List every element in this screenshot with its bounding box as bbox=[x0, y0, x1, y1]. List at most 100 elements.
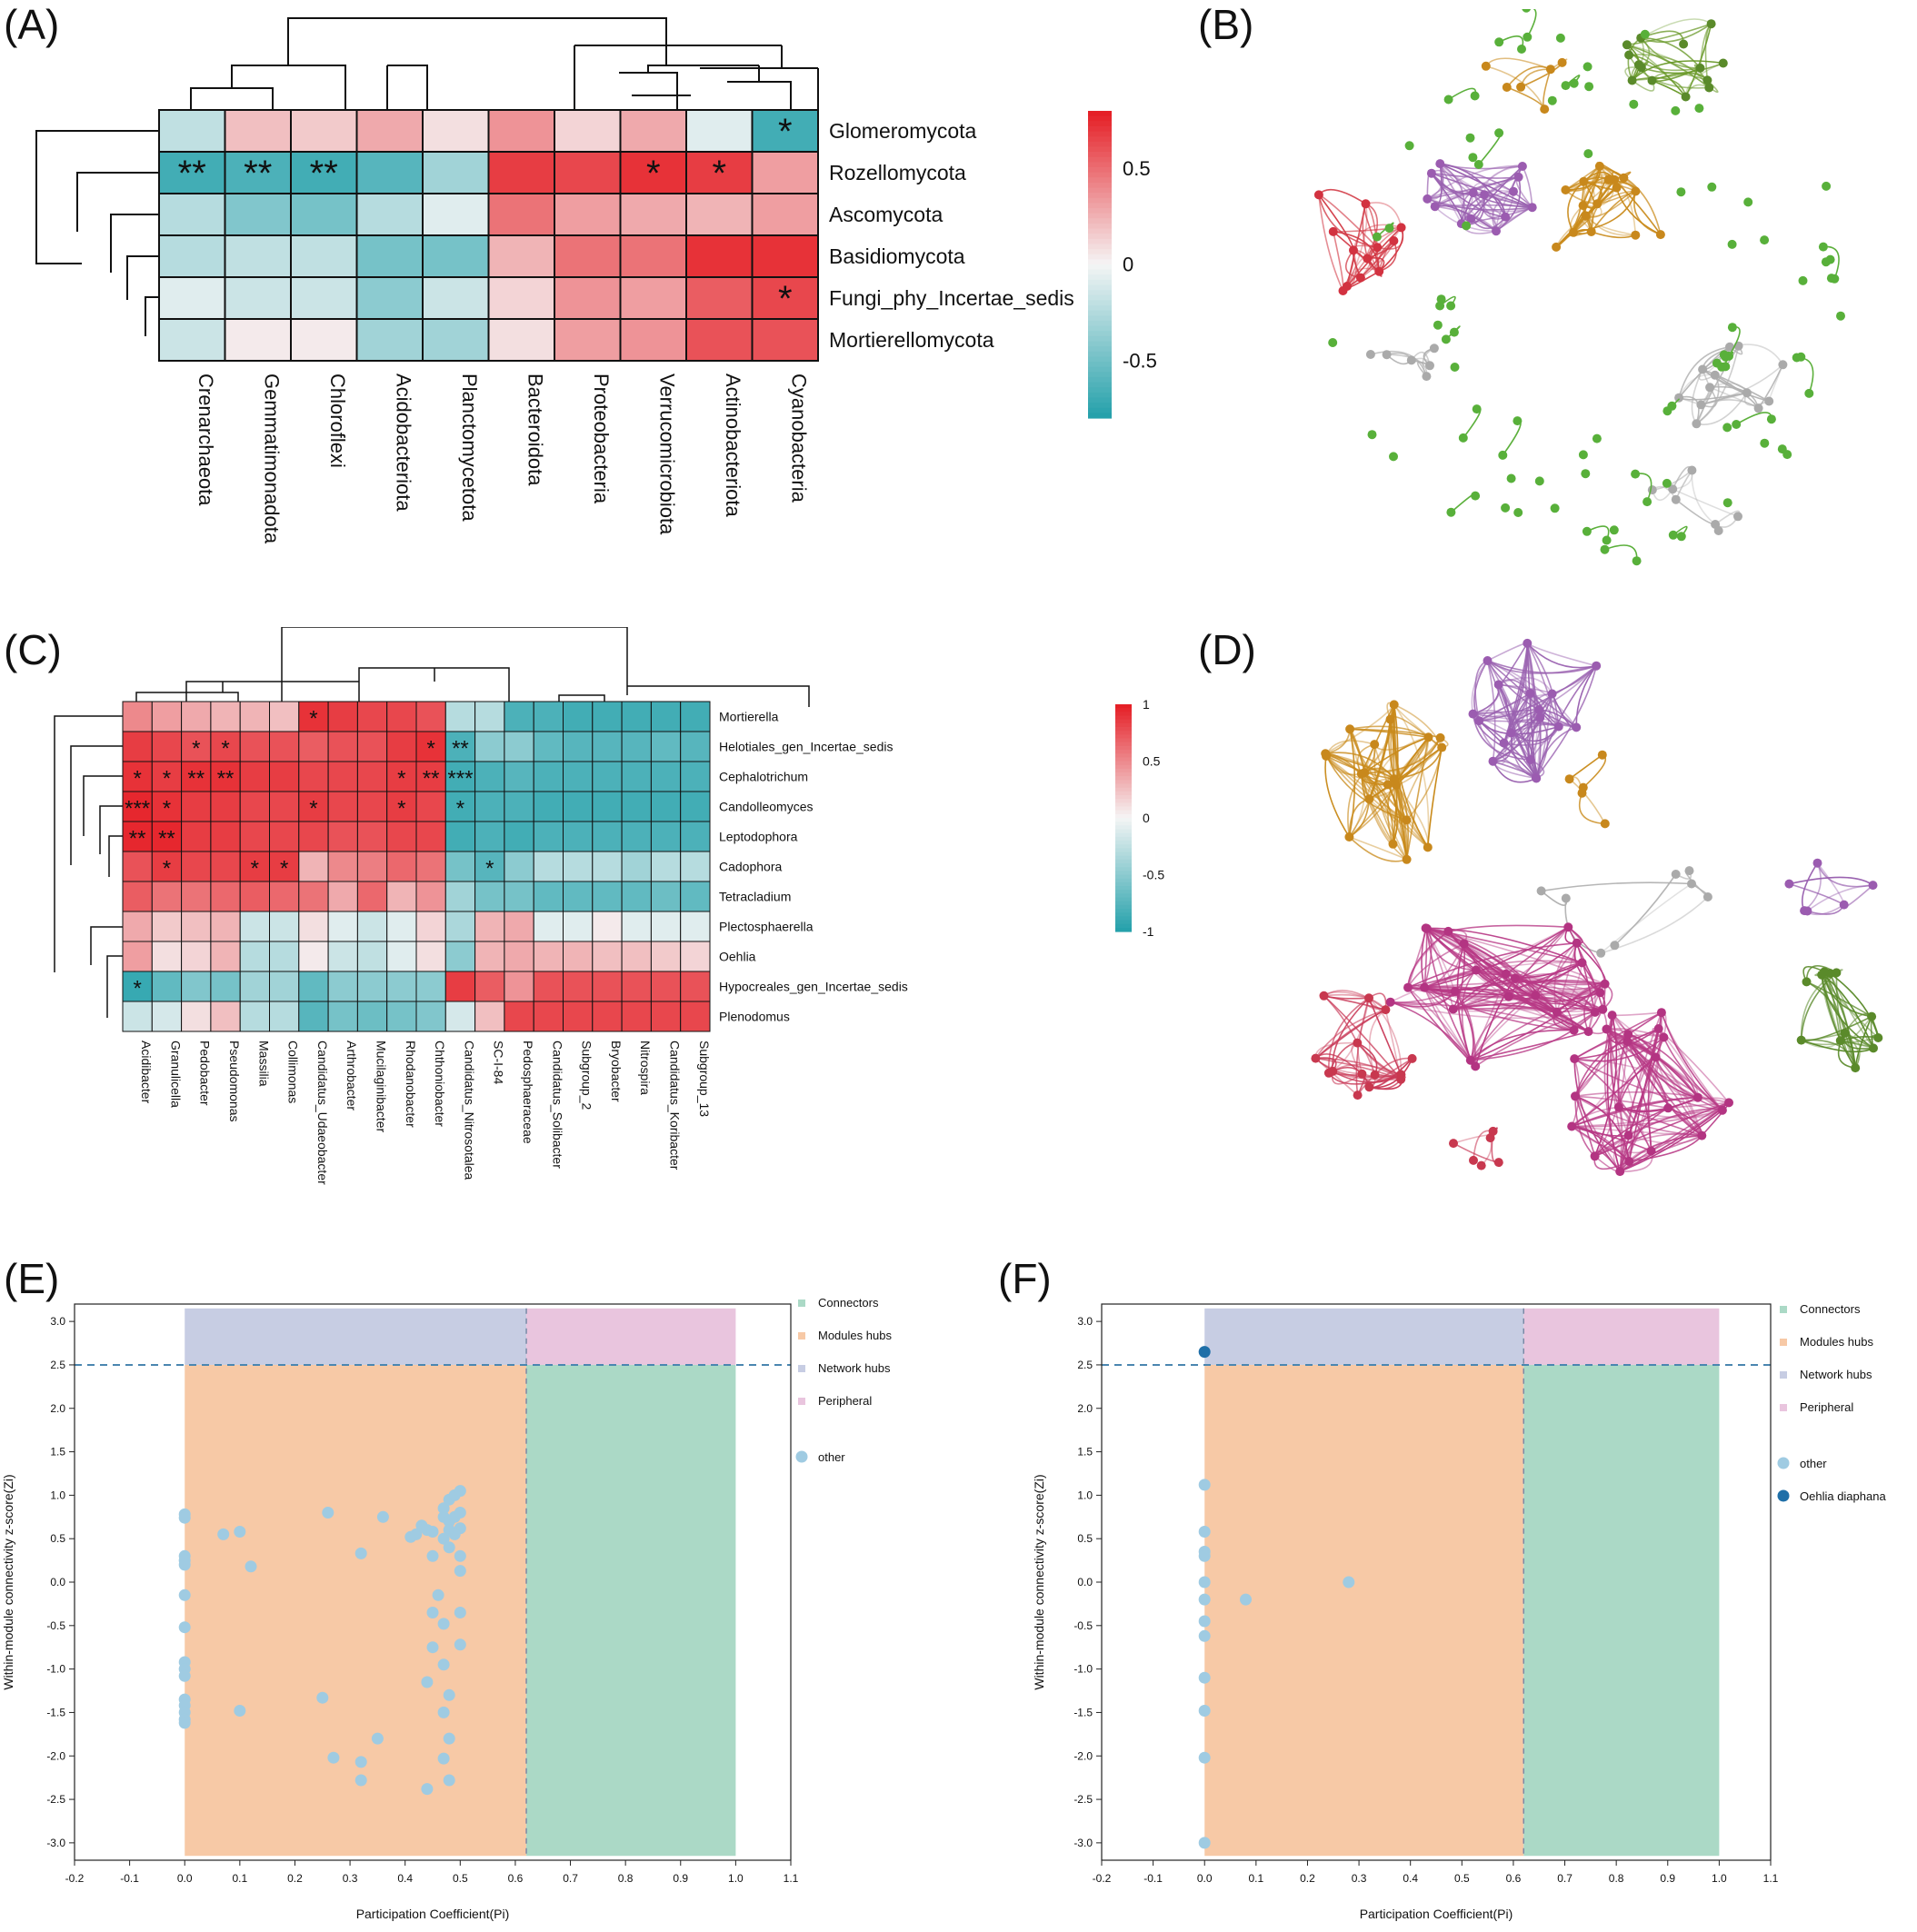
network-edge bbox=[1627, 1033, 1699, 1098]
x-tick-label: 0.1 bbox=[233, 1872, 248, 1885]
column-label: SC-I-84 bbox=[492, 1041, 506, 1084]
column-label: Candidatus_Solibacter bbox=[550, 1041, 564, 1169]
panel-label-a: (A) bbox=[4, 1, 60, 48]
network-node bbox=[1561, 81, 1571, 91]
heatmap-cell bbox=[563, 881, 594, 912]
x-tick-label: 0.6 bbox=[1506, 1872, 1522, 1885]
heatmap-cell bbox=[158, 151, 226, 194]
y-tick-label: -1.0 bbox=[46, 1663, 65, 1676]
heatmap-cell bbox=[356, 791, 388, 822]
network-node bbox=[1534, 476, 1544, 486]
legend-series-label: other bbox=[1800, 1457, 1827, 1470]
data-point bbox=[454, 1485, 466, 1498]
heatmap-cell bbox=[650, 1001, 682, 1032]
network-node bbox=[1459, 939, 1469, 949]
network-node bbox=[1796, 1035, 1806, 1045]
colorbar-segment bbox=[1115, 923, 1132, 929]
network-edge bbox=[1574, 1095, 1631, 1162]
network-node bbox=[1717, 362, 1727, 372]
data-point bbox=[354, 1756, 367, 1768]
heatmap-cell bbox=[619, 234, 687, 278]
network-node bbox=[1402, 815, 1412, 825]
heatmap-cell bbox=[504, 731, 534, 762]
network-edge bbox=[1508, 989, 1601, 998]
network-edge bbox=[1612, 1011, 1662, 1017]
heatmap-cell bbox=[554, 109, 622, 153]
row-label: Basidiomycota bbox=[829, 244, 965, 268]
network-edge bbox=[1514, 977, 1605, 991]
heatmap-cell bbox=[474, 731, 505, 762]
heatmap-cell bbox=[122, 911, 153, 942]
data-point bbox=[443, 1688, 455, 1701]
y-tick-label: -2.5 bbox=[1073, 1793, 1093, 1806]
colorbar-segment bbox=[1115, 783, 1132, 789]
legend-series-marker bbox=[1777, 1457, 1790, 1469]
network-edge bbox=[1332, 997, 1370, 1071]
heatmap-cell bbox=[680, 701, 711, 732]
network-node bbox=[1732, 420, 1742, 429]
network-node bbox=[1572, 938, 1582, 948]
heatmap-cell bbox=[224, 276, 292, 320]
network-node bbox=[1510, 973, 1520, 983]
network-edge bbox=[1440, 163, 1533, 208]
network-node bbox=[1532, 773, 1542, 783]
network-node bbox=[1707, 182, 1717, 192]
network-edge bbox=[1454, 980, 1605, 992]
heatmap-cell bbox=[592, 731, 623, 762]
network-node bbox=[1590, 1007, 1600, 1017]
network-node bbox=[1396, 1070, 1406, 1080]
heatmap-cell bbox=[210, 1001, 241, 1032]
network-node bbox=[1522, 9, 1532, 13]
network-node bbox=[1578, 201, 1588, 211]
network-edge bbox=[1583, 753, 1607, 789]
heatmap-cell bbox=[290, 151, 358, 194]
network-node bbox=[1868, 881, 1878, 891]
heatmap-cell bbox=[158, 276, 226, 320]
colorbar-segment bbox=[1088, 254, 1112, 260]
data-point bbox=[443, 1541, 455, 1554]
network-node bbox=[1627, 75, 1637, 85]
network-node bbox=[1782, 450, 1792, 460]
heatmap-cell bbox=[269, 911, 300, 942]
network-edge bbox=[1485, 65, 1545, 110]
network-node bbox=[1609, 525, 1619, 535]
heatmap-cell bbox=[415, 971, 446, 1002]
colorbar-tick-label: 0.5 bbox=[1123, 157, 1151, 180]
heatmap-cell bbox=[650, 911, 682, 942]
colorbar-segment bbox=[1115, 734, 1132, 740]
heatmap-cell bbox=[533, 791, 564, 822]
network-node bbox=[1668, 484, 1678, 494]
heatmap-cell bbox=[444, 911, 476, 942]
network-edge bbox=[1581, 961, 1596, 1032]
heatmap-cell bbox=[487, 193, 555, 236]
network-edge bbox=[1424, 927, 1456, 992]
colorbar-segment bbox=[1088, 203, 1112, 209]
heatmap-cell bbox=[298, 791, 329, 822]
y-tick-label: 1.0 bbox=[50, 1489, 65, 1501]
network-edge bbox=[1314, 1058, 1402, 1078]
y-tick-label: 3.0 bbox=[1077, 1315, 1093, 1328]
y-tick-label: -2.0 bbox=[1073, 1749, 1093, 1762]
x-tick-label: 0.8 bbox=[618, 1872, 634, 1885]
heatmap-cell bbox=[474, 911, 505, 942]
network-node bbox=[1483, 656, 1493, 665]
heatmap-cell bbox=[298, 881, 329, 912]
network-node bbox=[1622, 40, 1632, 50]
colorbar-segment bbox=[1088, 300, 1112, 306]
colorbar-tick-label: 0.5 bbox=[1143, 753, 1161, 768]
colorbar-segment bbox=[1115, 904, 1132, 910]
network-edge bbox=[1425, 927, 1536, 997]
network-edge bbox=[1425, 927, 1583, 964]
heatmap-cell bbox=[487, 276, 555, 320]
network-node bbox=[1679, 39, 1689, 49]
heatmap-cell bbox=[554, 276, 622, 320]
legend-label: Modules hubs bbox=[818, 1329, 892, 1342]
heatmap-cell bbox=[269, 1001, 300, 1032]
legend-label: Modules hubs bbox=[1800, 1335, 1873, 1349]
zone-modules-hubs bbox=[185, 1308, 527, 1365]
colorbar-segment bbox=[1115, 738, 1132, 743]
network-node bbox=[1623, 1030, 1633, 1040]
heatmap-cell bbox=[151, 941, 183, 972]
network-edge bbox=[1361, 773, 1408, 861]
colorbar-segment bbox=[1115, 897, 1132, 902]
